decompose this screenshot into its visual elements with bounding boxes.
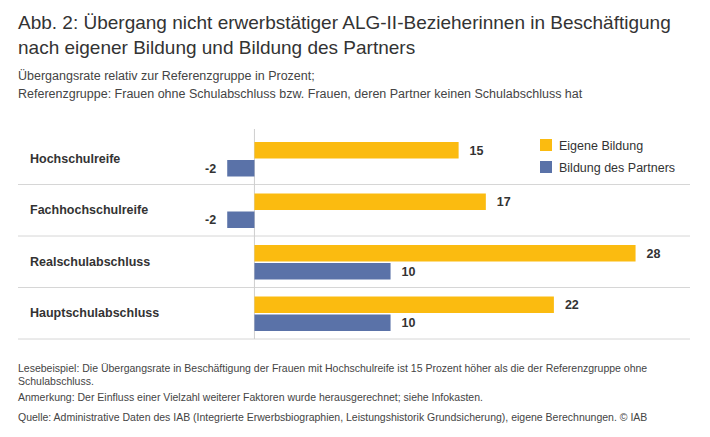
- data-label: 17: [497, 195, 511, 209]
- data-label: -2: [205, 213, 216, 227]
- data-label: 28: [647, 247, 661, 261]
- bar: [254, 194, 485, 211]
- legend-label: Eigene Bildung: [559, 139, 643, 153]
- bar: [227, 212, 254, 229]
- page: Abb. 2: Übergang nicht erwerbstätiger AL…: [0, 0, 710, 437]
- row-separator: [18, 236, 690, 237]
- data-label: 15: [470, 144, 484, 158]
- category-label: Hauptschulabschluss: [30, 306, 159, 320]
- bar: [254, 142, 458, 159]
- title: Abb. 2: Übergang nicht erwerbstätiger AL…: [18, 10, 698, 60]
- note: Lesebeispiel: Die Übergangsrate in Besch…: [18, 362, 658, 388]
- legend-swatch: [540, 139, 552, 151]
- category-label: Fachhochschulreife: [30, 203, 148, 217]
- note: Anmerkung: Der Einfluss einer Vielzahl w…: [18, 391, 658, 404]
- axis-line: [200, 339, 690, 340]
- category-label: Realschulabschluss: [30, 255, 150, 269]
- legend-label: Bildung des Partners: [559, 161, 675, 175]
- subtitle: Referenzgruppe: Frauen ohne Schulabschlu…: [18, 87, 583, 101]
- row-separator: [18, 339, 200, 340]
- subtitle: Übergangsrate relativ zur Referenzgruppe…: [18, 69, 315, 83]
- category-label: Hochschulreife: [30, 152, 120, 166]
- data-label: 10: [402, 316, 416, 330]
- row-separator: [18, 287, 690, 288]
- data-label: 10: [402, 265, 416, 279]
- note: Quelle: Administrative Daten des IAB (In…: [18, 411, 658, 424]
- data-label: 22: [565, 298, 579, 312]
- bar: [227, 160, 254, 177]
- bar: [254, 315, 390, 332]
- bar: [254, 263, 390, 280]
- bar: [254, 297, 553, 314]
- legend-swatch: [540, 161, 552, 173]
- row-separator: [18, 184, 690, 185]
- bar: [254, 245, 635, 262]
- data-label: -2: [205, 162, 216, 176]
